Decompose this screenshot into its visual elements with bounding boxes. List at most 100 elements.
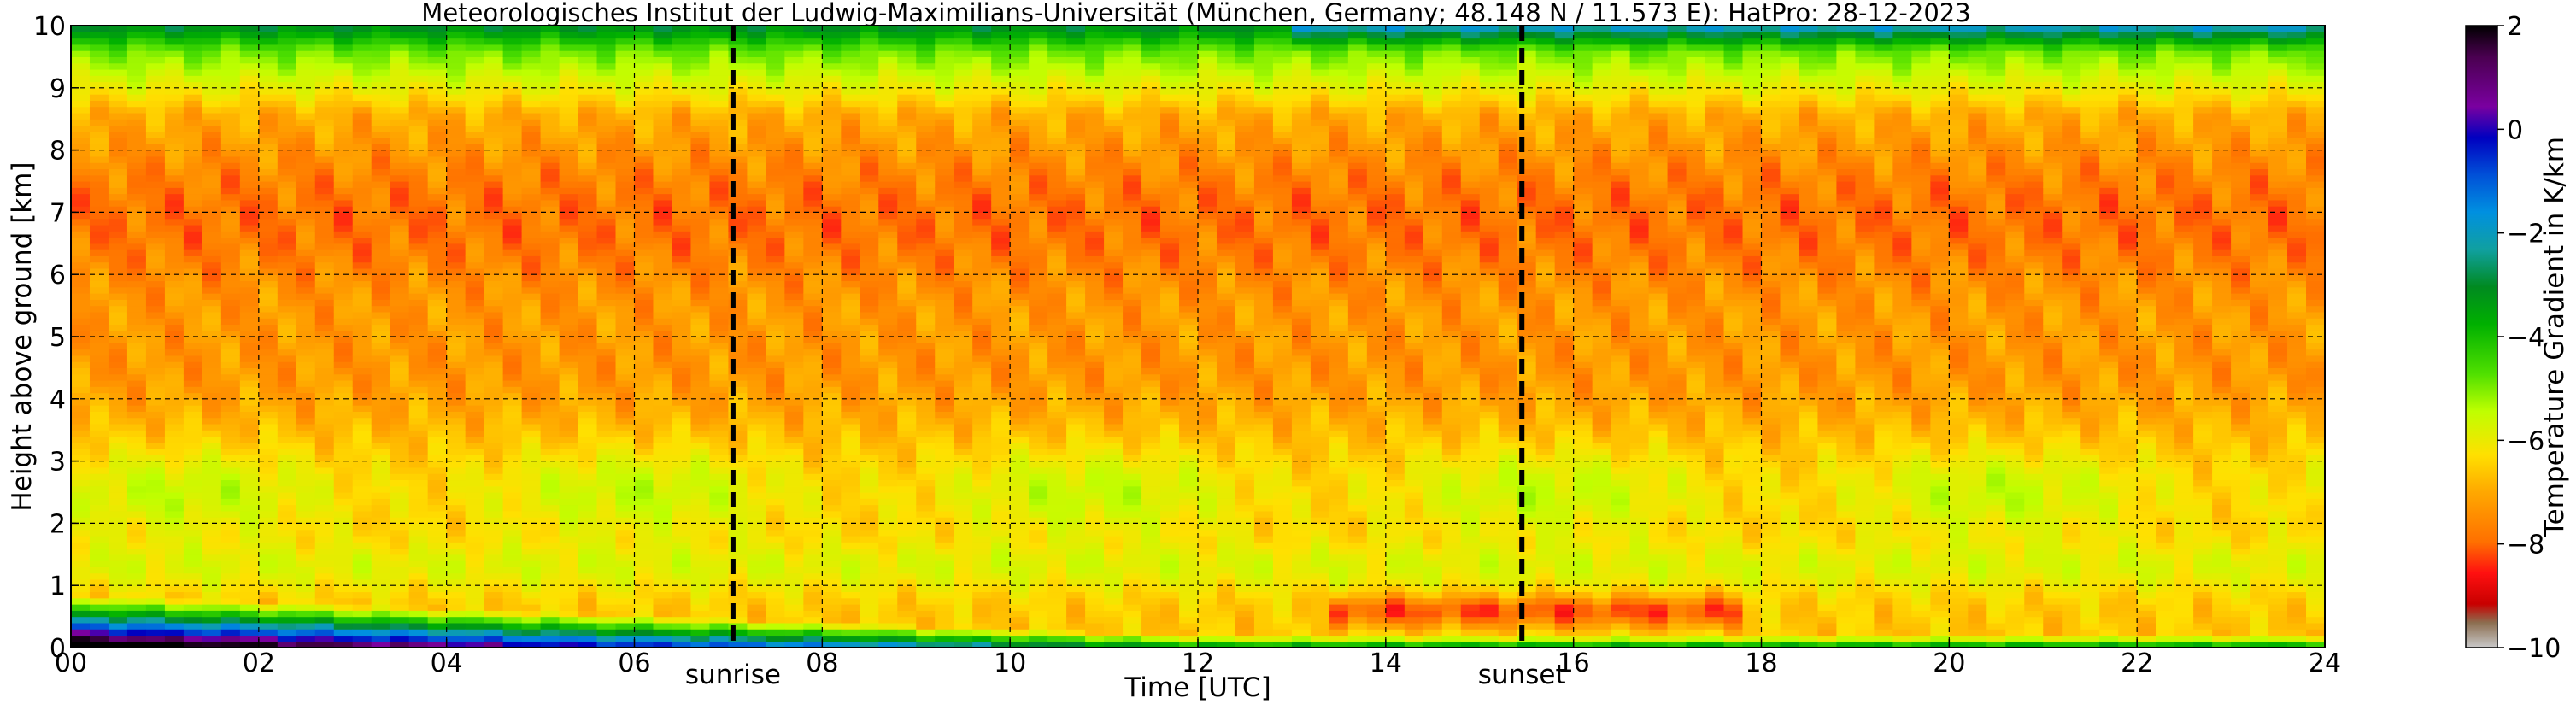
heatmap-cell xyxy=(145,56,166,64)
heatmap-cell xyxy=(935,337,954,343)
heatmap-cell xyxy=(972,286,992,294)
heatmap-cell xyxy=(202,68,222,76)
heatmap-cell xyxy=(333,274,354,282)
heatmap-cell xyxy=(408,32,429,39)
heatmap-cell xyxy=(728,94,748,101)
heatmap-cell xyxy=(897,311,917,319)
heatmap-cell xyxy=(615,168,636,176)
heatmap-cell xyxy=(878,361,898,368)
heatmap-cell xyxy=(954,81,973,89)
heatmap-cell xyxy=(596,379,617,387)
heatmap-cell xyxy=(333,343,354,350)
heatmap-cell xyxy=(484,311,504,319)
heatmap-cell xyxy=(126,597,147,605)
heatmap-cell xyxy=(202,274,222,282)
heatmap-cell xyxy=(728,62,748,70)
heatmap-cell xyxy=(653,218,673,226)
heatmap-cell xyxy=(841,548,860,555)
heatmap-cell xyxy=(239,181,260,188)
heatmap-cell xyxy=(972,492,992,499)
heatmap-cell xyxy=(784,398,804,406)
heatmap-cell xyxy=(145,622,166,630)
heatmap-cell xyxy=(935,94,954,101)
heatmap-cell xyxy=(71,517,91,524)
heatmap-cell xyxy=(465,318,485,326)
heatmap-cell xyxy=(653,199,673,207)
heatmap-cell xyxy=(258,181,279,188)
chart-title: Meteorologisches Institut der Ludwig-Max… xyxy=(421,0,1970,27)
heatmap-cell xyxy=(465,504,485,512)
heatmap-cell xyxy=(220,286,241,294)
heatmap-cell xyxy=(390,498,410,506)
heatmap-cell xyxy=(690,155,711,163)
heatmap-cell xyxy=(935,181,954,188)
heatmap-cell xyxy=(314,261,335,269)
heatmap-cell xyxy=(784,436,804,443)
heatmap-cell xyxy=(183,87,203,95)
heatmap-cell xyxy=(258,436,279,443)
heatmap-cell xyxy=(578,32,598,39)
heatmap-cell xyxy=(183,94,203,101)
heatmap-cell xyxy=(672,498,692,506)
heatmap-cell xyxy=(615,324,636,331)
heatmap-cell xyxy=(371,386,391,394)
heatmap-cell xyxy=(202,473,222,481)
heatmap-cell xyxy=(991,585,1011,593)
heatmap-cell xyxy=(408,392,429,400)
heatmap-cell xyxy=(841,610,860,618)
heatmap-cell xyxy=(484,379,504,387)
heatmap-cell xyxy=(728,349,748,356)
heatmap-cell xyxy=(502,212,523,220)
heatmap-cell xyxy=(352,56,373,64)
heatmap-cell xyxy=(972,597,992,605)
heatmap-cell xyxy=(766,635,785,642)
heatmap-cell xyxy=(540,255,560,263)
heatmap-cell xyxy=(916,206,936,213)
heatmap-cell xyxy=(390,231,410,238)
heatmap-cell xyxy=(277,529,297,537)
heatmap-cell xyxy=(352,199,373,207)
heatmap-cell xyxy=(239,386,260,394)
heatmap-cell xyxy=(578,392,598,400)
heatmap-cell xyxy=(390,473,410,481)
heatmap-cell xyxy=(71,492,91,499)
heatmap-cell xyxy=(747,237,766,244)
heatmap-cell xyxy=(860,87,879,95)
heatmap-cell xyxy=(615,112,636,120)
heatmap-cell xyxy=(427,473,448,481)
heatmap-cell xyxy=(747,112,766,120)
heatmap-cell xyxy=(860,572,879,580)
heatmap-cell xyxy=(277,168,297,176)
heatmap-cell xyxy=(672,100,692,108)
heatmap-cell xyxy=(728,119,748,126)
heatmap-cell xyxy=(954,38,973,45)
heatmap-cell xyxy=(484,44,504,51)
heatmap-cell xyxy=(954,162,973,170)
heatmap-cell xyxy=(690,473,711,481)
heatmap-cell xyxy=(897,243,917,250)
heatmap-cell xyxy=(916,597,936,605)
heatmap-cell xyxy=(258,560,279,567)
heatmap-cell xyxy=(672,324,692,331)
heatmap-cell xyxy=(145,224,166,232)
heatmap-cell xyxy=(333,62,354,70)
heatmap-cell xyxy=(860,392,879,400)
heatmap-cell xyxy=(991,461,1011,468)
heatmap-cell xyxy=(615,610,636,618)
heatmap-cell xyxy=(183,267,203,275)
heatmap-cell xyxy=(277,361,297,368)
heatmap-cell xyxy=(352,585,373,593)
heatmap-cell xyxy=(916,337,936,343)
heatmap-cell xyxy=(972,473,992,481)
heatmap-cell xyxy=(841,411,860,419)
heatmap-cell xyxy=(239,591,260,599)
heatmap-cell xyxy=(878,355,898,362)
heatmap-cell xyxy=(991,212,1011,220)
heatmap-cell xyxy=(540,379,560,387)
heatmap-cell xyxy=(333,479,354,487)
heatmap-cell xyxy=(239,392,260,400)
heatmap-cell xyxy=(935,641,954,648)
heatmap-cell xyxy=(145,473,166,481)
heatmap-cell xyxy=(784,417,804,425)
heatmap-cell xyxy=(314,286,335,294)
